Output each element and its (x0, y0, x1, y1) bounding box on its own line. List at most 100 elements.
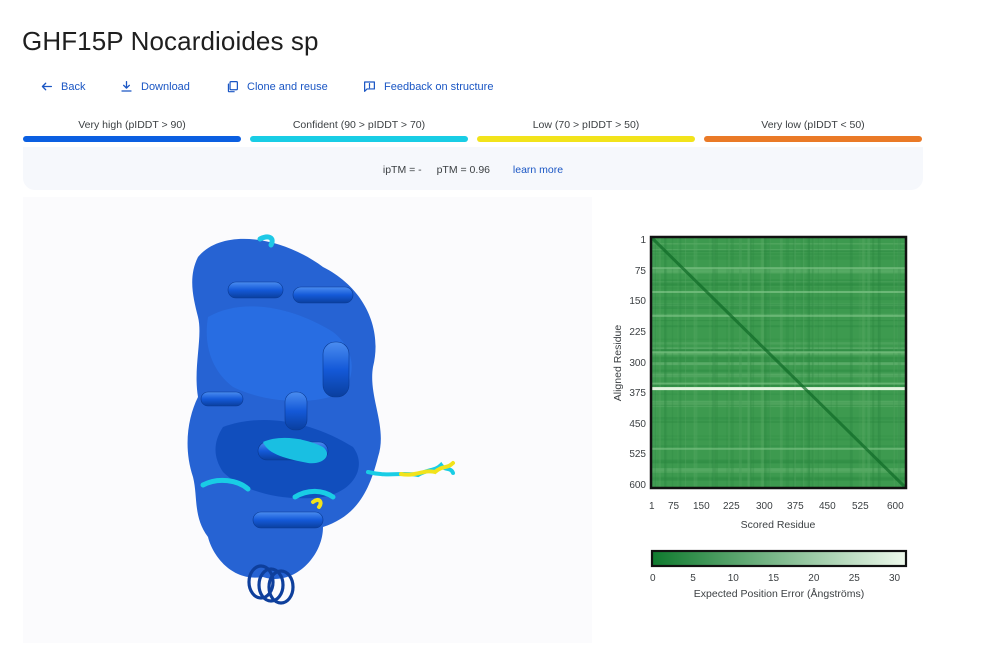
pae-heatmap-stripe-col (862, 237, 866, 488)
pae-heatmap-stripe-col (806, 237, 809, 488)
pae-y-tick-label: 1 (640, 235, 646, 246)
feedback-button[interactable]: Feedback on structure (363, 80, 493, 93)
pae-heatmap-stripe-row (651, 369, 906, 372)
confidence-legend: Very high (pIDDT > 90) Confident (90 > p… (23, 118, 923, 144)
structure-viewer[interactable] (23, 197, 592, 643)
pae-y-tick-label: 300 (629, 357, 646, 369)
pae-heatmap-stripe-row (651, 477, 906, 481)
pae-heatmap-stripe-col (785, 237, 790, 488)
pae-heatmap-stripe-col (750, 237, 752, 488)
pae-heatmap-stripe-row (651, 304, 906, 308)
legend-very-high-label: Very high (pIDDT > 90) (78, 119, 186, 131)
pae-y-tick-label: 225 (629, 326, 646, 338)
legend-very-low-bar (704, 136, 922, 142)
pae-heatmap-stripe-row (651, 303, 906, 308)
pae-x-axis-title: Scored Residue (740, 519, 816, 531)
back-button[interactable]: Back (40, 80, 85, 93)
pae-heatmap-stripe-row (651, 402, 906, 406)
pae-heatmap-stripe-col (897, 237, 901, 488)
legend-low-label: Low (70 > pIDDT > 50) (532, 119, 640, 131)
legend-low-bar (477, 136, 695, 142)
pae-heatmap-svg (649, 235, 908, 490)
pae-heatmap-light-band (651, 447, 906, 450)
legend-low: Low (70 > pIDDT > 50) (477, 118, 695, 144)
pae-heatmap-stripe-col (739, 237, 742, 488)
pae-heatmap-stripe-col (694, 237, 698, 488)
pae-heatmap-stripe-row (651, 348, 906, 351)
pae-heatmap-stripe-col (654, 237, 656, 488)
pae-heatmap-stripe-col (794, 237, 796, 488)
pae-colorbar (650, 549, 908, 568)
pae-heatmap-stripe-row (651, 268, 906, 272)
pae-heatmap-stripe-row (651, 250, 906, 252)
pae-heatmap-stripe-col (677, 237, 680, 488)
pae-heatmap-stripe-col (830, 237, 832, 488)
pae-heatmap-stripe-row (651, 347, 906, 349)
pae-heatmap-stripe-col (658, 237, 661, 488)
pae-colorbar-title: Expected Position Error (Ångströms) (693, 588, 865, 600)
pae-heatmap-stripe-col (655, 237, 658, 488)
pae-heatmap-stripe-col (878, 237, 881, 488)
download-button[interactable]: Download (120, 80, 190, 93)
pae-y-tick-label: 375 (629, 388, 646, 400)
pae-heatmap-stripe-col (715, 237, 718, 488)
pae-heatmap-stripe-col (747, 237, 750, 488)
pae-heatmap-stripe-row (651, 417, 906, 420)
pae-heatmap-stripe-row (651, 400, 906, 403)
feedback-icon (364, 81, 375, 92)
pae-heatmap-stripe-col (807, 237, 810, 488)
pae-heatmap-stripe-col (752, 237, 755, 488)
pae-heatmap-stripe-row (651, 279, 906, 284)
pae-colorbar-tick-label: 25 (848, 573, 860, 584)
pae-heatmap-stripe-col (664, 237, 666, 488)
pae-heatmap-stripe-col (893, 237, 895, 488)
legend-confident: Confident (90 > pIDDT > 70) (250, 118, 468, 144)
pae-heatmap-stripe-row (651, 281, 906, 283)
pae-heatmap-stripe-col (861, 237, 865, 488)
pae-heatmap-highlight-band (651, 387, 906, 391)
pae-heatmap-stripe-row (651, 405, 906, 408)
pae-heatmap-stripe-col (858, 237, 862, 488)
download-label: Download (141, 80, 190, 93)
pae-y-tick-label: 525 (629, 449, 646, 461)
pae-heatmap-stripe-row (651, 306, 906, 309)
pae-heatmap-stripe-row (651, 243, 906, 245)
pae-heatmap-stripe-col (761, 237, 764, 488)
pae-heatmap-stripe-row (651, 403, 906, 406)
pae-heatmap-light-band (651, 382, 906, 385)
pae-heatmap-stripe-row (651, 253, 906, 255)
pae-heatmap-stripe-row (651, 459, 906, 463)
pae-heatmap-stripe-col (730, 237, 734, 488)
pae-heatmap-stripe-col (802, 237, 805, 488)
pae-heatmap-stripe-row (651, 270, 906, 274)
pae-heatmap-stripe-col (765, 237, 769, 488)
pae-heatmap-stripe-col (769, 237, 771, 488)
pae-heatmap-light-band (651, 267, 906, 270)
legend-very-low: Very low (pIDDT < 50) (704, 118, 922, 144)
clone-label: Clone and reuse (247, 80, 328, 93)
pae-x-tick-label: 525 (852, 501, 869, 512)
pae-heatmap-stripe-row (651, 256, 906, 260)
page-title: GHF15P Nocardioides sp (22, 26, 319, 56)
learn-more-link[interactable]: learn more (512, 164, 564, 176)
pae-x-tick-label: 225 (723, 501, 740, 512)
ptm-value: pTM = 0.96 (436, 164, 490, 176)
pae-x-tick-label: 600 (887, 501, 904, 512)
clone-and-reuse-button[interactable]: Clone and reuse (226, 80, 328, 93)
pae-heatmap-stripe-row (651, 445, 906, 447)
pae-heatmap-stripe-col (872, 237, 875, 488)
pae-heatmap-stripe-col (760, 237, 764, 488)
pae-heatmap-stripe-col (685, 237, 687, 488)
pae-y-tick-label: 75 (634, 265, 646, 277)
pae-heatmap-light-band (651, 291, 906, 293)
pae-heatmap-stripe-row (651, 402, 906, 404)
pae-heatmap-stripe-row (651, 279, 906, 281)
pae-heatmap-stripe-row (651, 287, 906, 290)
pae-heatmap-stripe-row (651, 371, 906, 374)
legend-very-low-label: Very low (pIDDT < 50) (761, 119, 865, 131)
pae-heatmap-stripe-col (835, 237, 838, 488)
pae-heatmap-stripe-col (812, 237, 815, 488)
pae-heatmap-stripe-row (651, 352, 906, 356)
legend-very-high: Very high (pIDDT > 90) (23, 118, 241, 144)
pae-heatmap-frame (649, 235, 908, 490)
